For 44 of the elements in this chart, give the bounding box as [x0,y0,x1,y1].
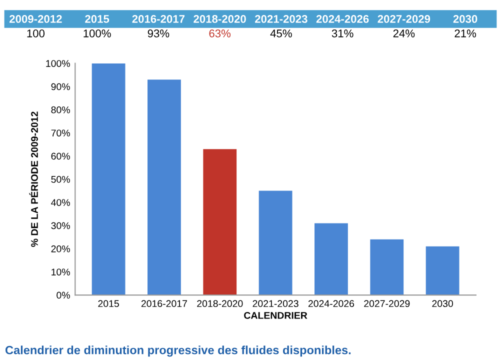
x-tick-label: 2024-2026 [308,300,354,308]
y-tick-label: 30% [51,222,70,230]
x-axis-title: CALENDRIER [244,312,308,319]
y-tick-label: 20% [51,245,70,252]
data-label: 100% [84,30,111,38]
category-label: 2021-2023 [255,15,308,23]
y-tick-label: 80% [51,106,70,114]
bar [370,239,404,296]
y-tick-label: 0% [56,292,70,299]
x-tick-label: 2030 [432,300,453,308]
y-tick-label: 50% [51,176,70,183]
data-label: 45% [270,30,292,38]
category-label: 2016-2017 [132,15,185,23]
bar [258,190,292,296]
data-label: 63% [209,30,231,38]
bar [426,246,460,296]
category-label: 2018-2020 [194,15,246,23]
text: 100 [27,30,45,38]
category-label: 2024-2026 [316,15,369,23]
y-tick-label: 100% [46,60,70,67]
y-tick-label: 10% [52,268,70,276]
y-tick-label: 40% [51,199,70,206]
category-label: 2027-2029 [378,15,430,23]
bar [203,149,237,296]
text: Calendrier de diminution progressive des fluides disponibles. [5,346,351,357]
y-tick-label: 60% [51,152,70,160]
x-tick-label: 2015 [98,300,119,308]
bar [148,80,181,296]
category-label: 2030 [453,15,478,23]
bar [314,223,348,296]
category-label: 2015 [85,15,110,23]
data-label: 21% [454,30,476,38]
y-tick-label: 90% [51,83,70,90]
x-tick-label: 2027-2029 [364,300,410,308]
data-label: 31% [332,30,354,38]
text: 2009-2012 [10,15,62,23]
y-tick-label: 70% [51,130,70,136]
bar [92,63,126,296]
x-tick-label: 2018-2020 [197,300,243,308]
x-tick-label: 2021-2023 [252,300,298,308]
data-label: 93% [148,30,170,38]
data-label: 24% [393,30,415,38]
y-axis-title: % DE LA PÉRIODE 2009-2012 [29,112,38,247]
x-tick-label: 2016-2017 [141,300,187,308]
